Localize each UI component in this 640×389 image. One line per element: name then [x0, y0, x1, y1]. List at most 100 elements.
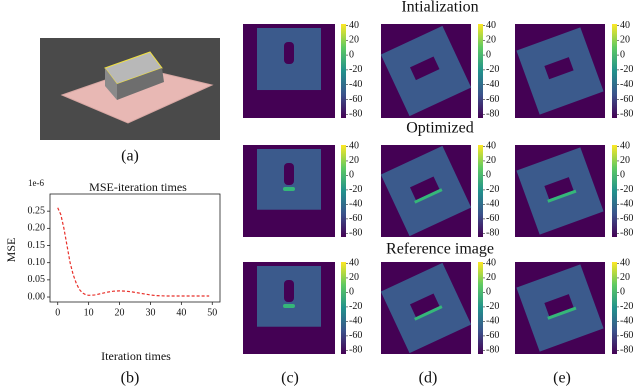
image-rotated: [380, 25, 472, 117]
image-panel: 40 20 0 -20 -40 -60 -80: [380, 20, 499, 120]
colorbar-tick-label: 0: [620, 170, 625, 181]
y-tick-label: 0.15: [28, 240, 46, 251]
x-tick-label: 40: [176, 307, 186, 318]
colorbar-tick-label: 40: [349, 258, 359, 269]
colorbar-tick-label: -40: [349, 79, 362, 90]
panel-label: (a): [121, 148, 139, 165]
colorbar-tick-label: 20: [486, 155, 496, 166]
image-hole: [284, 42, 294, 64]
colorbar-tick-label: 20: [349, 155, 359, 166]
colorbar-tick-label: -20: [486, 184, 499, 195]
colorbar-tick-label: 40: [486, 20, 496, 31]
colorbar-tick-label: 0: [620, 49, 625, 60]
colorbar: [341, 262, 346, 354]
x-tick-label: 30: [145, 307, 155, 318]
image-rotated: [516, 147, 604, 235]
colorbar-tick-label: -80: [486, 109, 499, 120]
colorbar-tick-label: -40: [349, 199, 362, 210]
colorbar-tick-label: -60: [486, 94, 499, 105]
image-panel: 40 20 0 -20 -40 -60 -80: [243, 141, 362, 239]
data-line: [57, 207, 210, 297]
colorbar-tick-label: -20: [349, 301, 362, 312]
image-hole: [409, 56, 440, 81]
image-rotated: [516, 27, 604, 115]
x-tick-label: 10: [84, 307, 94, 318]
x-tick-label: 20: [115, 307, 125, 318]
offset-label: 1e-6: [28, 178, 44, 188]
panel-label: (e): [553, 370, 571, 387]
colorbar: [341, 145, 346, 237]
colorbar-tick-label: 20: [620, 155, 630, 166]
colorbar-tick-label: -20: [620, 184, 633, 195]
x-tick-label: 50: [207, 307, 217, 318]
colorbar-tick-label: -80: [486, 345, 499, 356]
colorbar-tick-label: -80: [620, 345, 633, 356]
image-highlight: [414, 188, 443, 204]
colorbar-tick-label: 0: [486, 170, 491, 181]
image-highlight: [547, 189, 577, 203]
colorbar-tick-label: 40: [349, 141, 359, 152]
y-tick-label: 0.25: [28, 205, 46, 216]
colorbar: [478, 24, 483, 118]
colorbar-tick-label: 40: [620, 20, 630, 31]
colorbar-tick-label: -20: [620, 64, 633, 75]
image-hole: [409, 293, 440, 318]
colorbar-tick-label: -40: [349, 316, 362, 327]
colorbar-tick-label: 40: [486, 258, 496, 269]
colorbar-tick-label: 20: [620, 272, 630, 283]
colorbar-tick-label: 0: [486, 49, 491, 60]
panel-label: (c): [281, 370, 299, 387]
y-tick-label: 0.05: [28, 274, 46, 285]
image-hole: [544, 294, 574, 317]
colorbar-tick-label: 20: [620, 35, 630, 46]
image-panel: 40 20 0 -20 -40 -60 -80: [243, 20, 362, 120]
colorbar-tick-label: -80: [486, 228, 499, 239]
colorbar-tick-label: -20: [349, 184, 362, 195]
colorbar-tick-label: -60: [349, 94, 362, 105]
colorbar-tick-label: 0: [349, 49, 354, 60]
colorbar: [612, 145, 617, 237]
image-panel: 40 20 0 -20 -40 -60 -80: [515, 20, 633, 120]
image-rotated: [516, 264, 604, 352]
colorbar: [478, 262, 483, 354]
y-axis-label: MSE: [4, 238, 18, 263]
colorbar-tick-label: -60: [349, 330, 362, 341]
colorbar-tick-label: -40: [620, 79, 633, 90]
colorbar-tick-label: -60: [486, 213, 499, 224]
y-tick-label: 0.10: [28, 257, 46, 268]
colorbar-tick-label: -20: [486, 64, 499, 75]
colorbar-tick-label: -20: [349, 64, 362, 75]
colorbar-tick-label: -60: [620, 213, 633, 224]
colorbar-tick-label: 40: [620, 141, 630, 152]
colorbar-tick-label: 0: [349, 287, 354, 298]
colorbar: [478, 145, 483, 237]
chart-title: MSE-iteration times: [89, 180, 187, 194]
image-panel: 40 20 0 -20 -40 -60 -80: [380, 258, 499, 356]
image-highlight: [547, 306, 577, 320]
colorbar-tick-label: -60: [486, 330, 499, 341]
panel-label: (b): [121, 370, 140, 387]
colorbar-tick-label: -40: [620, 199, 633, 210]
colorbar-tick-label: 0: [620, 287, 625, 298]
plot-frame: [49, 193, 221, 303]
colorbar-tick-label: -80: [620, 109, 633, 120]
image-hole: [284, 163, 294, 185]
colorbar-tick-label: -40: [486, 79, 499, 90]
colorbar-tick-label: 20: [349, 35, 359, 46]
image-hole: [284, 280, 294, 302]
image-panel: 40 20 0 -20 -40 -60 -80: [243, 258, 362, 356]
image-highlight: [283, 187, 295, 191]
colorbar-tick-label: -60: [620, 330, 633, 341]
colorbar-tick-label: 40: [620, 258, 630, 269]
image-rotated: [380, 262, 472, 354]
colorbar-tick-label: 40: [486, 141, 496, 152]
image-panel: 40 20 0 -20 -40 -60 -80: [380, 141, 499, 239]
image-panel: 40 20 0 -20 -40 -60 -80: [515, 141, 633, 239]
image-hole: [409, 176, 440, 201]
colorbar-tick-label: -80: [620, 228, 633, 239]
row-title: Optimized: [406, 120, 474, 137]
colorbar: [341, 24, 346, 118]
image-rotated: [380, 145, 472, 237]
colorbar: [612, 262, 617, 354]
colorbar-tick-label: -80: [349, 345, 362, 356]
